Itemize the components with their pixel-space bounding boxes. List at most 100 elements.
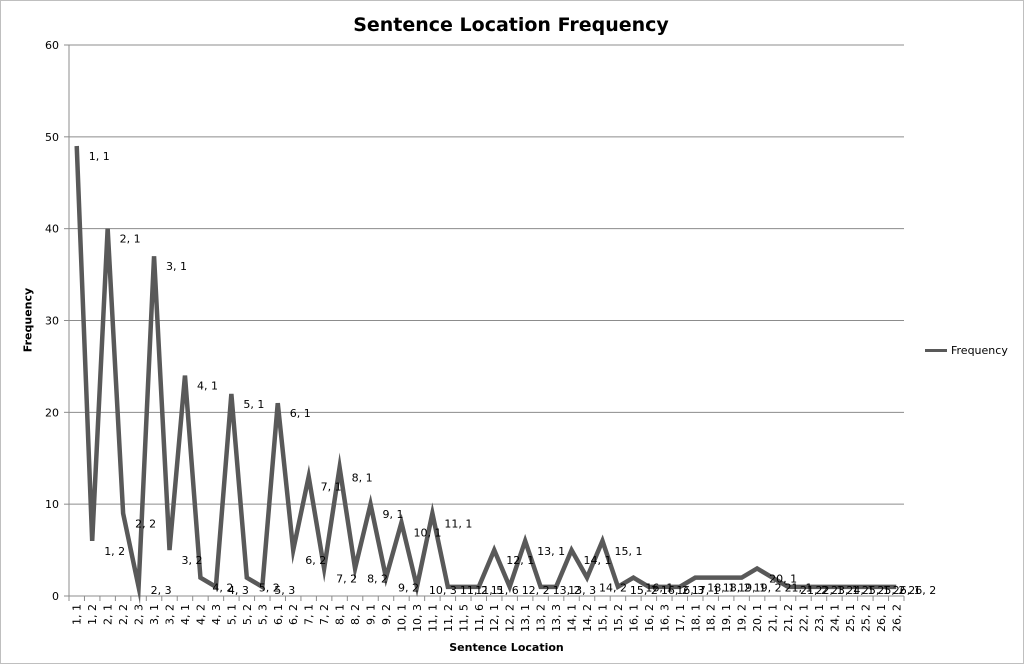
- data-label: 7, 1: [321, 481, 342, 494]
- x-tick-label: 25, 1: [844, 604, 857, 632]
- x-tick-label: 7, 1: [303, 604, 316, 625]
- y-tick-label: 30: [45, 315, 59, 328]
- x-tick-label: 22, 1: [797, 604, 810, 632]
- x-tick-label: 18, 2: [705, 604, 718, 632]
- data-label: 12, 2: [522, 584, 550, 597]
- x-tick-label: 3, 1: [148, 604, 161, 625]
- data-label: 1, 1: [89, 150, 110, 163]
- data-label: 22, 1: [815, 584, 843, 597]
- x-tick-label: 23, 1: [813, 604, 826, 632]
- x-tick-label: 1, 2: [86, 604, 99, 625]
- data-label: 21, 2: [800, 584, 828, 597]
- x-tick-label: 5, 3: [256, 604, 269, 625]
- data-label: 2, 3: [151, 584, 172, 597]
- y-tick-label: 10: [45, 498, 59, 511]
- x-tick-label: 13, 2: [535, 604, 548, 632]
- x-tick-label: 17, 1: [674, 604, 687, 632]
- data-label: 10, 3: [429, 584, 457, 597]
- data-label: 13, 1: [537, 545, 565, 558]
- data-label: 5, 1: [243, 398, 264, 411]
- data-label: 4, 2: [212, 582, 233, 595]
- data-label: 18, 2: [723, 582, 751, 595]
- x-tick-label: 12, 2: [504, 604, 517, 632]
- data-label: 6, 2: [305, 554, 326, 567]
- x-tick-label: 2, 3: [133, 604, 146, 625]
- x-tick-label: 4, 3: [210, 604, 223, 625]
- data-label: 19, 2: [754, 582, 782, 595]
- data-label: 9, 2: [398, 582, 419, 595]
- data-label: 15, 1: [614, 545, 642, 558]
- x-tick-label: 19, 1: [720, 604, 733, 632]
- x-tick-label: 16, 3: [658, 604, 671, 632]
- data-label: 3, 2: [182, 554, 203, 567]
- data-label: 3, 1: [166, 260, 187, 273]
- data-label: 25, 2: [877, 584, 905, 597]
- x-tick-label: 13, 3: [550, 604, 563, 632]
- data-label: 6, 1: [290, 407, 311, 420]
- x-tick-label: 26, 1: [875, 604, 888, 632]
- data-label: 9, 1: [383, 508, 404, 521]
- x-tick-label: 6, 1: [272, 604, 285, 625]
- x-tick-label: 14, 1: [566, 604, 579, 632]
- y-tick-label: 50: [45, 131, 59, 144]
- x-tick-label: 10, 1: [395, 604, 408, 632]
- legend: Frequency: [925, 344, 1008, 357]
- x-tick-label: 3, 2: [164, 604, 177, 625]
- x-tick-label: 2, 2: [117, 604, 130, 625]
- y-tick-label: 40: [45, 223, 59, 236]
- x-tick-label: 9, 1: [365, 604, 378, 625]
- data-label: 4, 1: [197, 380, 218, 393]
- data-label: 15, 2: [630, 584, 658, 597]
- x-axis-title: Sentence Location: [449, 641, 564, 654]
- y-tick-label: 60: [45, 39, 59, 52]
- series-line-frequency: [74, 145, 897, 605]
- chart-title: Sentence Location Frequency: [353, 14, 669, 36]
- x-tick-label: 6, 2: [287, 604, 300, 625]
- x-tick-label: 8, 1: [334, 604, 347, 625]
- x-tick-label: 25, 2: [859, 604, 872, 632]
- x-tick-label: 11, 1: [426, 604, 439, 632]
- data-label: 5, 2: [259, 582, 280, 595]
- x-tick-label: 14, 2: [581, 604, 594, 632]
- data-label: 4, 3: [228, 584, 249, 597]
- x-tick-label: 7, 2: [318, 604, 331, 625]
- data-label: 16, 2: [661, 584, 689, 597]
- legend-swatch: [925, 349, 947, 352]
- x-tick-label: 11, 6: [473, 604, 486, 632]
- data-label: 26, 2: [908, 584, 936, 597]
- data-label: 23, 1: [831, 584, 859, 597]
- x-tick-label: 18, 1: [689, 604, 702, 632]
- data-label: 8, 2: [367, 572, 388, 585]
- data-label: 18, 1: [707, 582, 735, 595]
- x-tick-label: 15, 1: [596, 604, 609, 632]
- data-label: 2, 2: [135, 517, 156, 530]
- x-tick-label: 1, 1: [71, 604, 84, 625]
- x-tick-label: 4, 1: [179, 604, 192, 625]
- data-label: 13, 2: [553, 584, 581, 597]
- data-label: 5, 3: [274, 584, 295, 597]
- x-tick-label: 19, 2: [736, 604, 749, 632]
- data-label: 14, 1: [584, 554, 612, 567]
- x-tick-label: 2, 1: [102, 604, 115, 625]
- x-tick-label: 9, 2: [380, 604, 393, 625]
- data-label: 11, 1: [444, 517, 472, 530]
- data-label: 1, 2: [104, 545, 125, 558]
- legend-label: Frequency: [951, 344, 1008, 357]
- data-label: 25, 1: [862, 584, 890, 597]
- y-tick-label: 20: [45, 406, 59, 419]
- data-label: 14, 2: [599, 582, 627, 595]
- data-label: 2, 1: [120, 233, 141, 246]
- data-label: 11, 2: [460, 584, 488, 597]
- x-tick-label: 5, 1: [225, 604, 238, 625]
- data-label: 12, 1: [506, 554, 534, 567]
- y-tick-label: 0: [52, 590, 59, 603]
- x-tick-label: 8, 2: [349, 604, 362, 625]
- x-tick-label: 11, 5: [457, 604, 470, 632]
- x-tick-label: 15, 2: [612, 604, 625, 632]
- data-label: 20, 1: [769, 572, 797, 585]
- data-label: 24, 1: [846, 584, 874, 597]
- data-label: 17, 1: [692, 584, 720, 597]
- x-tick-label: 11, 2: [442, 604, 455, 632]
- data-label: 8, 1: [352, 471, 373, 484]
